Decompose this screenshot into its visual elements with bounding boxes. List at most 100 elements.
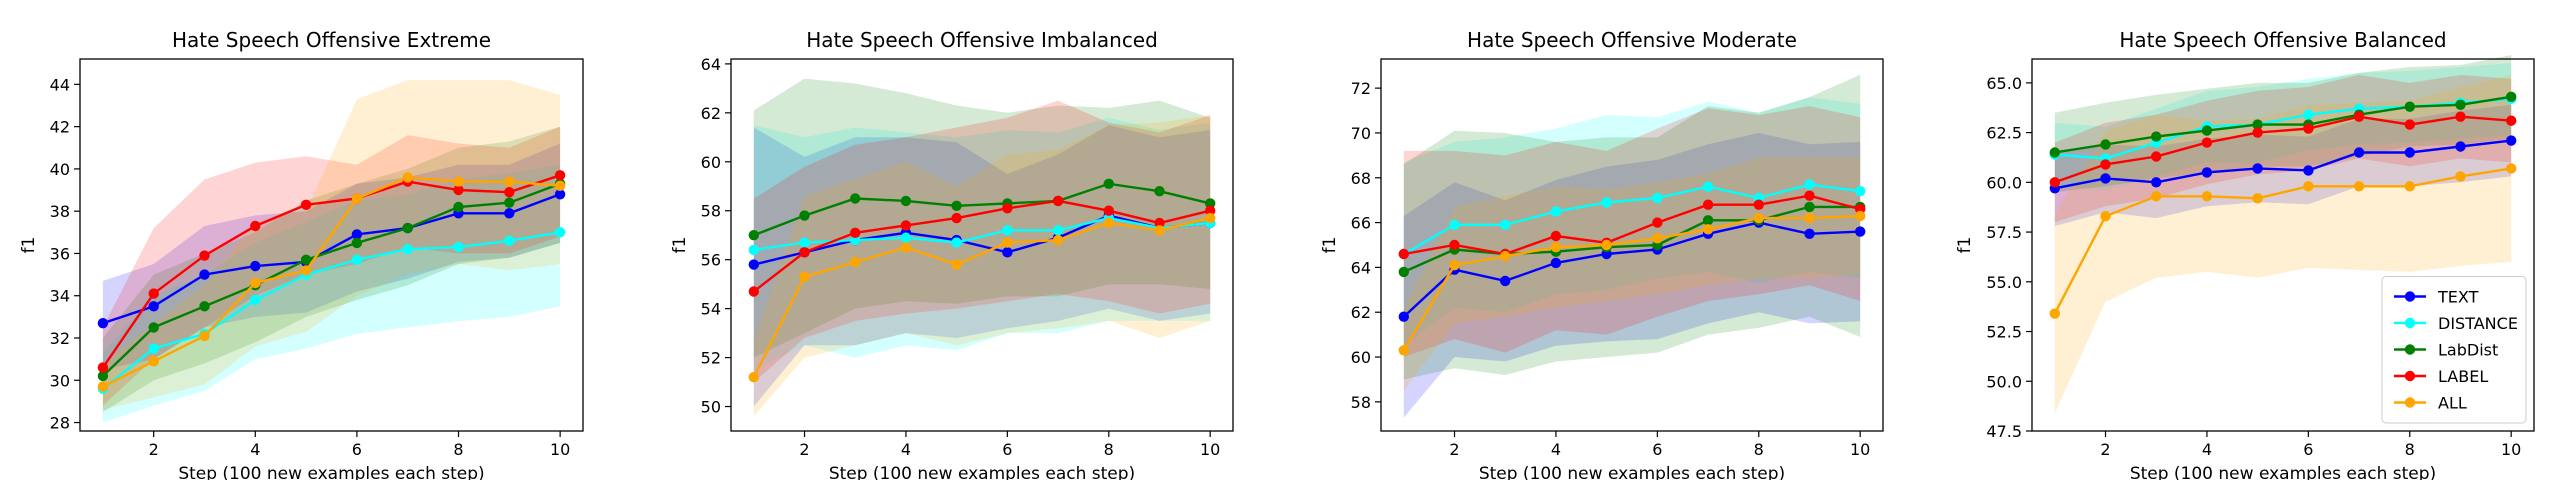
point-distance-4 bbox=[900, 232, 912, 243]
point-distance-6 bbox=[2303, 109, 2314, 120]
x-axis-label: Step (100 new examples each step) bbox=[2130, 464, 2436, 480]
series-line-all bbox=[2053, 167, 2512, 315]
point-labdist-4 bbox=[900, 195, 912, 207]
point-distance-10 bbox=[1855, 186, 1866, 197]
point-all-7 bbox=[1702, 224, 1714, 235]
axes-frame bbox=[1380, 58, 1884, 432]
point-labdist-3 bbox=[199, 301, 210, 312]
point-all-4 bbox=[1550, 242, 1562, 253]
series-line-labdist bbox=[102, 182, 561, 377]
point-label-7 bbox=[1052, 195, 1064, 207]
point-all-7 bbox=[2353, 181, 2365, 192]
x-tick-label: 6 bbox=[1652, 440, 1662, 459]
point-distance-2 bbox=[799, 237, 810, 248]
point-all-3 bbox=[199, 330, 210, 342]
series-line-text bbox=[2054, 139, 2512, 190]
y-tick-label: 34 bbox=[50, 287, 70, 306]
chart-title: Hate Speech Offensive Extreme bbox=[172, 28, 491, 52]
y-tick-label: 54 bbox=[701, 300, 721, 319]
point-all-7 bbox=[402, 172, 413, 183]
point-distance-10 bbox=[554, 227, 566, 238]
x-tick-label: 6 bbox=[1002, 440, 1012, 459]
point-label-2 bbox=[148, 288, 159, 299]
y-tick-label: 38 bbox=[50, 202, 70, 221]
point-distance-4 bbox=[250, 294, 261, 306]
point-all-10 bbox=[2506, 163, 2517, 174]
point-all-4 bbox=[250, 277, 261, 289]
axes-frame bbox=[730, 58, 1234, 432]
point-label-6 bbox=[2303, 123, 2314, 134]
point-all-5 bbox=[2252, 193, 2263, 204]
point-text-9 bbox=[1804, 228, 1815, 239]
point-text-3 bbox=[1500, 275, 1511, 287]
series-line-all bbox=[1402, 214, 1861, 351]
y-axis-label: f1 bbox=[670, 237, 690, 254]
point-text-6 bbox=[1002, 247, 1013, 258]
point-all-2 bbox=[2100, 211, 2111, 222]
point-label-10 bbox=[2506, 115, 2517, 126]
point-label-3 bbox=[2151, 151, 2162, 162]
y-tick-label: 65.0 bbox=[1986, 74, 2022, 93]
chart-panel-1: 2 4 6 8 10 28 30 32 34 36 38 40 42 44 Hate Speech Offe… bbox=[19, 28, 584, 480]
band-all bbox=[753, 115, 1211, 417]
point-all-8 bbox=[2404, 181, 2415, 192]
y-tick-label: 52.5 bbox=[1986, 323, 2022, 342]
point-labdist-8 bbox=[2404, 101, 2415, 112]
y-tick-label: 36 bbox=[50, 244, 70, 263]
point-all-8 bbox=[1103, 217, 1115, 229]
point-text-5 bbox=[2252, 163, 2263, 174]
band-all bbox=[1403, 157, 1861, 391]
point-label-6 bbox=[1652, 217, 1663, 228]
band-text bbox=[753, 125, 1211, 407]
point-label-2 bbox=[2100, 159, 2111, 170]
point-labdist-3 bbox=[2151, 131, 2162, 142]
point-text-8 bbox=[2404, 147, 2415, 158]
x-tick-label: 10 bbox=[1200, 440, 1220, 459]
point-text-9 bbox=[504, 208, 515, 219]
y-axis-label: f1 bbox=[1320, 237, 1340, 254]
band-label bbox=[753, 100, 1211, 383]
x-tick-label: 4 bbox=[2202, 440, 2212, 459]
point-all-2 bbox=[1449, 260, 1460, 271]
point-text-10 bbox=[554, 189, 566, 200]
y-axis-label: f1 bbox=[1955, 237, 1975, 254]
point-labdist-7 bbox=[1702, 215, 1714, 226]
point-text-2 bbox=[148, 301, 159, 312]
point-label-2 bbox=[1449, 239, 1460, 251]
legend-marker-labdist bbox=[2404, 344, 2416, 355]
point-label-7 bbox=[2353, 111, 2365, 122]
point-text-3 bbox=[2151, 177, 2162, 188]
point-distance-3 bbox=[850, 234, 861, 246]
chart-panel-4: 2 4 6 8 10 47.5 50.0 52.5 55.0 57.5 60.0 62.5 65.0 Ha… bbox=[1955, 28, 2535, 480]
x-axis-label: Step (100 new examples each step) bbox=[178, 464, 484, 480]
series-line-label bbox=[753, 199, 1211, 293]
legend: TEXT DISTANCE LabDist LABEL ALL bbox=[2381, 276, 2527, 424]
series-line-labdist bbox=[2054, 95, 2512, 154]
y-tick-label: 52 bbox=[701, 349, 721, 368]
point-label-4 bbox=[250, 220, 261, 232]
point-distance-7 bbox=[1052, 225, 1064, 236]
y-tick-label: 28 bbox=[50, 414, 70, 433]
point-distance-8 bbox=[453, 241, 464, 253]
series-line-all bbox=[752, 216, 1211, 378]
y-tick-label: 56 bbox=[701, 251, 721, 270]
chart-title: Hate Speech Offensive Balanced bbox=[2119, 28, 2446, 52]
point-label-9 bbox=[2455, 111, 2466, 122]
band-distance bbox=[753, 117, 1211, 370]
point-labdist-6 bbox=[351, 237, 363, 249]
point-labdist-5 bbox=[300, 254, 312, 265]
legend-marker-all bbox=[2404, 397, 2416, 408]
point-all-9 bbox=[2455, 171, 2466, 182]
point-label-4 bbox=[900, 220, 912, 231]
point-label-6 bbox=[1002, 203, 1013, 214]
point-labdist-3 bbox=[850, 193, 861, 204]
point-distance-9 bbox=[1804, 179, 1815, 190]
y-tick-label: 47.5 bbox=[1986, 422, 2022, 441]
x-tick-label: 2 bbox=[2100, 440, 2110, 459]
chart-panel-2: 2 4 6 8 10 50 52 54 56 58 60 62 64 Hate Speech Offens… bbox=[670, 28, 1234, 480]
y-tick-label: 32 bbox=[50, 329, 70, 348]
point-distance-6 bbox=[1652, 192, 1663, 204]
y-tick-label: 62 bbox=[1351, 303, 1371, 322]
point-all-1 bbox=[2049, 308, 2060, 319]
